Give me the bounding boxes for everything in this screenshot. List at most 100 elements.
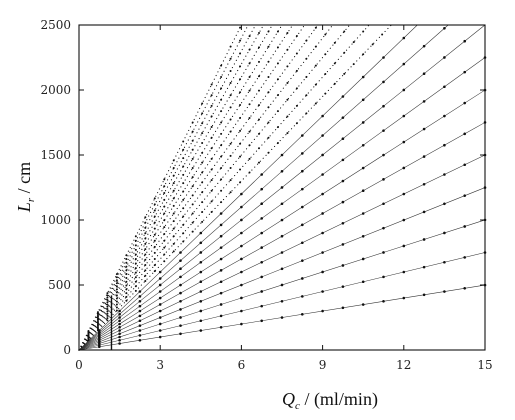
series-24-point-12 [191,121,194,124]
series-23-point-3 [106,294,109,297]
series-13-point-25 [314,83,317,86]
series-6-point-11 [301,223,304,227]
series-15-point-9 [163,239,166,242]
series-22-point-16 [229,69,232,72]
series-15-point-3 [106,312,109,315]
series-16-point-6 [134,271,137,274]
series-5-point-11 [301,241,304,245]
series-7-point-9 [260,231,264,235]
series-15-point-18 [248,130,251,133]
series-18-point-4 [115,291,118,294]
series-1-point-3 [138,338,142,342]
series-12-point-21 [276,141,279,144]
series-21-point-17 [239,65,242,68]
series-1-point-11 [301,312,304,316]
series-7-point-13 [341,179,345,183]
series-line-13 [78,24,370,351]
series-20-point-6 [134,253,137,256]
x-tick-label: 15 [477,358,492,372]
series-17-point-22 [286,48,289,51]
series-16-point-25 [314,26,317,29]
series-4-point-8 [240,283,243,287]
series-8-point-16 [402,114,406,118]
series-20-point-3 [106,301,109,304]
series-9-point-3 [138,299,142,303]
series-18-point-21 [276,46,279,49]
series-16-point-13 [201,181,204,184]
series-23-point-11 [182,148,185,151]
series-13-point-2 [96,327,99,330]
series-21-point-2 [96,315,99,318]
series-22-point-9 [163,192,166,195]
series-7-point-15 [382,153,385,157]
series-10-point-17 [422,44,426,48]
series-14-point-28 [343,30,346,33]
series-line-24 [78,24,242,351]
series-24-point-8 [153,197,156,200]
series-16-point-3 [106,310,109,313]
series-3-point-17 [422,238,426,241]
y-axis-label: Lr / cm [14,162,37,213]
series-19-point-17 [239,91,242,94]
series-15-point-17 [239,142,242,145]
series-11-point-11 [301,134,304,137]
series-12-point-24 [305,112,308,115]
series-8-point-17 [422,100,426,103]
series-8-point-14 [361,143,365,147]
series-24-point-16 [229,45,232,48]
series-20-point-18 [248,62,251,65]
series-16-point-22 [286,65,289,68]
series-2-point-8 [240,309,243,313]
series-9-point-18 [443,56,446,59]
series-18-point-20 [267,60,270,63]
series-line-19 [78,24,283,351]
series-19-point-13 [201,151,204,154]
series-22-point-10 [172,174,175,177]
series-19-point-3 [106,303,109,306]
series-14-point-9 [163,246,166,249]
series-12-point-29 [352,63,355,66]
series-17-point-19 [257,89,260,92]
series-6-point-3 [138,314,142,318]
series-6-point-2 [118,325,121,329]
series-3-point-9 [260,290,264,293]
series-8-point-5 [179,275,182,279]
series-9-point-7 [219,234,223,238]
series-19-point-12 [191,167,194,170]
series-7-point-4 [158,296,162,300]
series-line-11 [78,24,418,351]
x-tick-label: 3 [156,358,164,372]
series-10-point-3 [138,295,142,298]
series-11-point-6 [199,231,203,235]
series-15-point-7 [144,264,147,267]
series-19-point-16 [229,106,232,109]
series-5-point-6 [199,290,203,293]
series-24-point-10 [172,159,175,162]
series-3-point-10 [280,283,284,287]
series-19-point-21 [276,30,279,33]
series-18-point-18 [248,89,251,92]
series-1-point-13 [341,306,345,310]
series-7-point-7 [219,257,223,261]
series-line-22 [78,24,257,351]
series-18-point-8 [153,233,156,236]
series-5-point-17 [422,182,426,186]
series-11-point-15 [382,56,385,59]
series-15-point-6 [134,276,137,279]
series-2-point-16 [402,270,406,274]
series-22-point-4 [115,279,118,282]
series-19-point-14 [210,136,213,139]
series-17-point-16 [229,130,232,133]
series-23-point-2 [96,312,99,315]
series-8-point-3 [138,304,142,308]
series-13-point-13 [201,211,204,214]
series-20-point-19 [257,46,260,49]
series-5-point-3 [138,319,142,323]
series-12-point-11 [182,240,185,243]
series-7-point-11 [301,205,304,209]
series-18-point-5 [125,276,128,279]
series-9-point-14 [361,121,365,124]
series-14-point-21 [276,110,279,113]
series-14-point-17 [239,155,242,158]
series-5-point-14 [361,212,365,215]
